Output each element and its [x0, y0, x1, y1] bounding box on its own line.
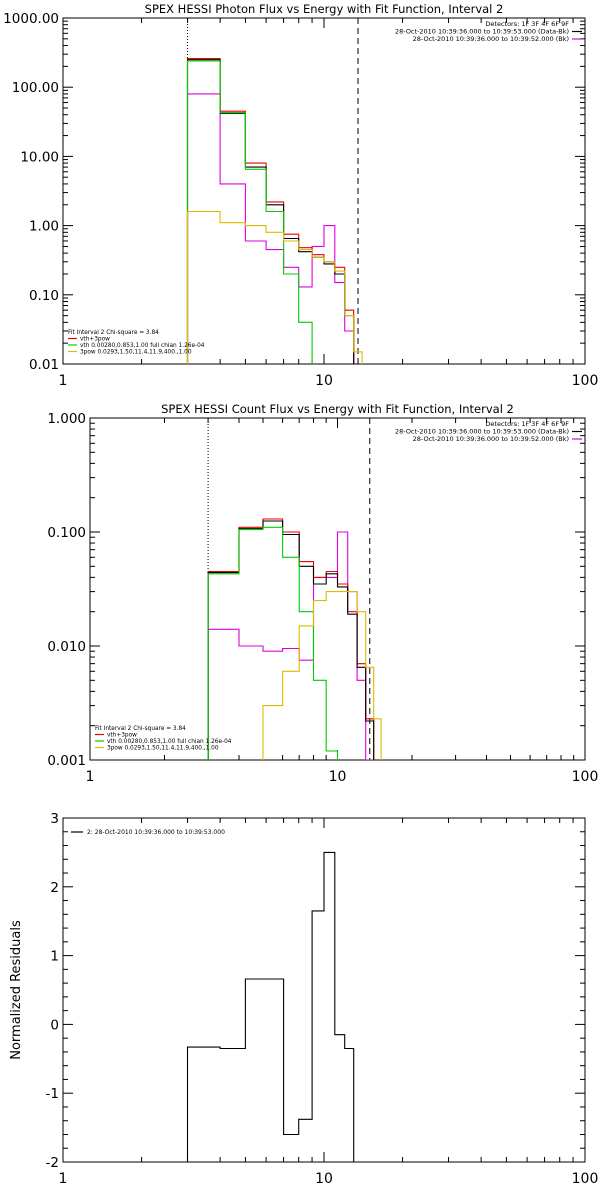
legend-entry-2: vth+3pow	[107, 733, 137, 739]
legend-entry-4: 3pow 0.0293,1.50,11.4,11.9,400.,1.00	[107, 746, 219, 752]
header-text-1: Detectors: 1F 3F 4F 6F 9F	[485, 420, 569, 428]
y-tick-label: 0.100	[47, 525, 86, 541]
series-thermal-line	[207, 526, 339, 760]
x-tick-label: 10	[329, 769, 347, 785]
header-text-1: Detectors: 1F 3F 4F 6F 9F	[485, 20, 569, 28]
x-tick-label: 100	[572, 769, 599, 785]
x-tick-label: 1	[86, 769, 95, 785]
series-sum-line	[186, 57, 363, 364]
chart-title: SPEX HESSI Count Flux vs Energy with Fit…	[161, 402, 514, 416]
y-tick-label: 0.001	[47, 753, 86, 769]
series-data-line	[186, 93, 363, 364]
series-group	[186, 851, 355, 1162]
plot-frame	[62, 17, 586, 365]
series-nonthermal-line	[262, 591, 382, 760]
y-tick-label: 0.10	[29, 288, 59, 304]
header-text-2: 28-Oct-2010 10:39:36.000 to 10:39:53.000…	[395, 428, 569, 436]
y-tick-label: 10.00	[20, 149, 59, 165]
legend-entry-1: Fit Interval 2 Chi-square = 3.84	[95, 726, 186, 732]
header-text-2: 28-Oct-2010 10:39:36.000 to 10:39:53.000…	[395, 28, 569, 36]
chart-panel-3: Normalized Residuals 1 10 100 -2 -1 0 1 2 3 2: 28-…	[9, 811, 598, 1187]
chart-title: SPEX HESSI Photon Flux vs Energy with Fi…	[145, 2, 504, 16]
series-thermal-line	[186, 60, 313, 364]
series-group	[186, 57, 363, 364]
series-data-line	[207, 531, 375, 760]
series-sum-line	[207, 518, 375, 760]
x-tick-label: 1	[59, 373, 68, 389]
header-text-3: 28-Oct-2010 10:39:36.000 to 10:39:52.000…	[413, 35, 569, 43]
series-total-line	[207, 520, 375, 760]
x-tick-label: 100	[572, 373, 599, 389]
series-total-line	[186, 851, 355, 1162]
y-tick-label: -1	[46, 1086, 59, 1102]
y-tick-label: 0.01	[29, 357, 59, 373]
legend-entry-3: vth 0.00280,0.853,1.00 full chian 1.26e-…	[107, 739, 232, 745]
series-total-line	[186, 59, 363, 364]
y-tick-label: 1.00	[29, 219, 59, 235]
y-tick-label: 3	[50, 811, 59, 827]
y-tick-label: -2	[46, 1155, 59, 1171]
y-tick-label: 1.000	[47, 411, 86, 427]
y-tick-label: 1000.00	[3, 11, 59, 27]
x-tick-label: 10	[315, 1171, 333, 1187]
y-axis-label: Normalized Residuals	[9, 920, 24, 1060]
legend-entry-1: 2: 28-Oct-2010 10:39:36.000 to 10:39:53.…	[87, 829, 225, 836]
y-tick-label: 0	[50, 1017, 59, 1033]
chart-panel-1: SPEX HESSI Photon Flux vs Energy with Fi…	[3, 2, 598, 389]
x-tick-label: 100	[572, 1171, 599, 1187]
y-tick-label: 2	[50, 880, 59, 896]
legend-entry-1: Fit Interval 2 Chi-square = 3.84	[68, 330, 159, 336]
legend-entry-3: vth 0.00280,0.853,1.00 full chian 1.26e-…	[80, 343, 205, 349]
series-group	[207, 518, 382, 760]
legend-entry-2: vth+3pow	[80, 337, 110, 343]
chart-panel-2: SPEX HESSI Count Flux vs Energy with Fit…	[47, 402, 598, 785]
legend-entry-4: 3pow 0.0293,1.50,11.4,11.9,400.,1.00	[80, 350, 192, 356]
series-nonthermal-line	[186, 210, 363, 364]
header-text-3: 28-Oct-2010 10:39:36.000 to 10:39:52.000…	[413, 435, 569, 443]
plot-frame	[89, 417, 586, 761]
x-tick-label: 1	[59, 1171, 68, 1187]
y-tick-label: 0.010	[47, 639, 86, 655]
x-tick-label: 10	[315, 373, 333, 389]
y-tick-label: 1	[50, 949, 59, 965]
y-tick-label: 100.00	[12, 80, 59, 96]
